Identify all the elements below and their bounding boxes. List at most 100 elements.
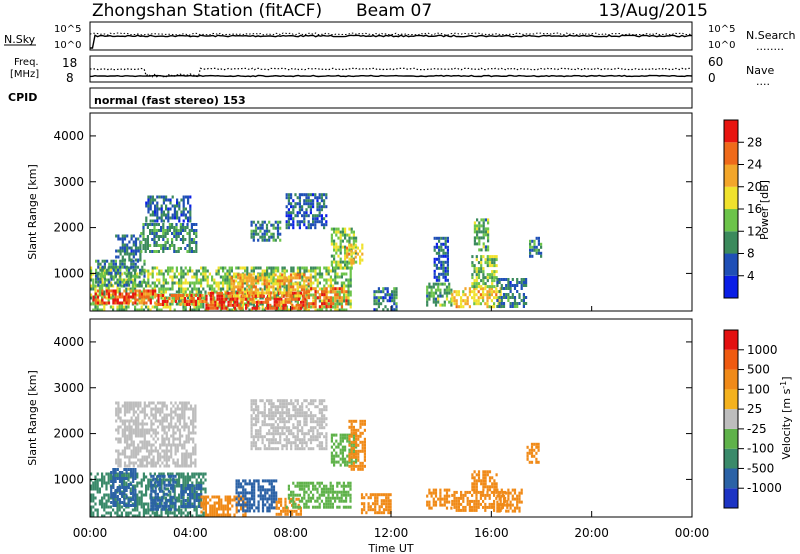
heatmap-cell bbox=[248, 497, 251, 501]
heatmap-cell bbox=[266, 269, 269, 273]
heatmap-cell bbox=[345, 246, 349, 250]
heatmap-cell bbox=[285, 287, 288, 291]
heatmap-cell bbox=[145, 422, 149, 426]
heatmap-cell bbox=[272, 417, 275, 421]
heatmap-cell bbox=[250, 235, 253, 239]
heatmap-cell bbox=[164, 241, 167, 244]
heatmap-cell bbox=[323, 305, 326, 309]
heatmap-cell bbox=[505, 278, 508, 281]
heatmap-cell bbox=[185, 425, 188, 429]
heatmap-cell bbox=[257, 414, 260, 418]
heatmap-cell bbox=[284, 503, 287, 507]
heatmap-cell bbox=[312, 266, 315, 270]
heatmap-cell bbox=[340, 305, 344, 309]
heatmap-cell bbox=[130, 237, 133, 241]
heatmap-cell bbox=[127, 298, 130, 302]
heatmap-cell bbox=[154, 480, 157, 484]
heatmap-cell bbox=[173, 204, 176, 208]
heatmap-cell bbox=[484, 261, 487, 265]
heatmap-cell bbox=[327, 305, 330, 309]
heatmap-cell bbox=[237, 266, 240, 270]
heatmap-cell bbox=[513, 287, 517, 290]
heatmap-cell bbox=[276, 232, 280, 236]
heatmap-cell bbox=[187, 401, 190, 405]
heatmap-cell bbox=[446, 236, 449, 240]
heatmap-cell bbox=[235, 272, 238, 276]
heatmap-cell bbox=[217, 269, 220, 273]
heatmap-cell bbox=[134, 268, 137, 272]
heatmap-cell bbox=[172, 461, 175, 465]
heatmap-cell bbox=[96, 298, 100, 302]
heatmap-cell bbox=[152, 416, 155, 420]
heatmap-cell bbox=[511, 293, 514, 296]
heatmap-cell bbox=[176, 198, 179, 202]
heatmap-cell bbox=[252, 438, 255, 442]
heatmap-cell bbox=[123, 449, 127, 453]
heatmap-cell bbox=[268, 423, 271, 427]
heatmap-cell bbox=[287, 484, 290, 488]
heatmap-cell bbox=[303, 481, 306, 485]
heatmap-cell bbox=[153, 244, 156, 247]
heatmap-cell bbox=[426, 303, 429, 307]
heatmap-cell bbox=[150, 401, 153, 405]
heatmap-cell bbox=[189, 490, 192, 493]
heatmap-cell bbox=[114, 274, 117, 278]
heatmap-cell bbox=[256, 288, 260, 292]
heatmap-cell bbox=[163, 483, 166, 487]
heatmap-cell bbox=[274, 426, 277, 430]
heatmap-cell bbox=[174, 407, 177, 411]
heatmap-cell bbox=[349, 281, 352, 285]
heatmap-cell bbox=[150, 504, 153, 508]
heatmap-cell bbox=[166, 303, 169, 306]
heatmap-cell bbox=[112, 474, 115, 477]
heatmap-cell bbox=[312, 205, 315, 209]
heatmap-cell bbox=[439, 294, 442, 298]
heatmap-cell bbox=[185, 434, 188, 438]
heatmap-cell bbox=[297, 512, 300, 516]
heatmap-cell bbox=[250, 291, 253, 295]
heatmap-cell bbox=[318, 269, 321, 273]
heatmap-cell bbox=[123, 281, 126, 285]
heatmap-cell bbox=[294, 193, 297, 197]
heatmap-cell bbox=[482, 290, 485, 294]
heatmap-cell bbox=[237, 500, 240, 504]
heatmap-cell bbox=[347, 290, 350, 294]
heatmap-cell bbox=[229, 501, 232, 505]
heatmap-cell bbox=[151, 198, 154, 202]
heatmap-cell bbox=[312, 296, 315, 300]
heatmap-cell bbox=[117, 437, 120, 441]
heatmap-cell bbox=[125, 283, 128, 287]
heatmap-cell bbox=[297, 503, 300, 507]
heatmap-cell bbox=[245, 276, 249, 280]
heatmap-cell bbox=[134, 410, 138, 414]
heatmap-cell bbox=[164, 287, 167, 291]
heatmap-cell bbox=[323, 302, 326, 306]
heatmap-cell bbox=[261, 291, 264, 295]
heatmap-cell bbox=[234, 279, 238, 283]
heatmap-cell bbox=[156, 474, 159, 478]
heatmap-cell bbox=[254, 444, 258, 448]
heatmap-cell bbox=[294, 502, 297, 506]
heatmap-cell bbox=[173, 216, 176, 220]
heatmap-cell bbox=[309, 199, 312, 203]
heatmap-cell bbox=[281, 299, 284, 303]
nsky-series bbox=[90, 34, 693, 49]
heatmap-cell bbox=[132, 468, 135, 471]
heatmap-cell bbox=[294, 493, 297, 497]
heatmap-cell bbox=[160, 481, 163, 485]
heatmap-cell bbox=[305, 199, 308, 203]
heatmap-cell bbox=[244, 281, 247, 285]
heatmap-cell bbox=[200, 495, 203, 499]
heatmap-cell bbox=[439, 288, 442, 292]
heatmap-cell bbox=[154, 428, 157, 432]
heatmap-cell bbox=[107, 289, 111, 293]
heatmap-cell bbox=[213, 281, 216, 285]
heatmap-cell bbox=[349, 493, 352, 497]
heatmap-cell bbox=[156, 431, 160, 435]
heatmap-cell bbox=[442, 263, 445, 267]
heatmap-cell bbox=[156, 407, 160, 411]
heatmap-cell bbox=[103, 502, 106, 506]
heatmap-cell bbox=[355, 251, 358, 255]
heatmap-cell bbox=[147, 204, 150, 208]
heatmap-cell bbox=[128, 461, 131, 465]
